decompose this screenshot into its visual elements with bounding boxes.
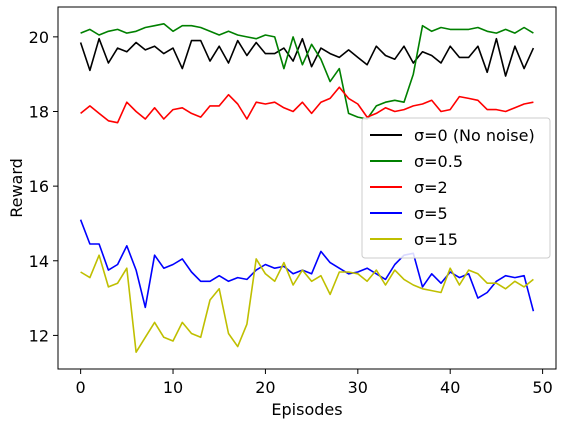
y-tick-label: 18 [29, 102, 49, 121]
x-tick-label: 0 [76, 378, 86, 397]
legend-label: σ=0.5 [414, 152, 463, 171]
legend-box [361, 117, 551, 259]
series-layer [79, 22, 535, 354]
y-tick-label: 20 [29, 28, 49, 47]
y-tick-label: 14 [29, 252, 49, 271]
x-tick-label: 40 [440, 378, 460, 397]
x-axis-ticks: 0 10 20 30 40 50 [76, 369, 553, 397]
series-line-3 [79, 219, 535, 312]
x-axis-label: Episodes [271, 400, 342, 419]
y-axis-ticks: 12 14 16 18 20 [29, 28, 58, 345]
x-tick-label: 20 [255, 378, 275, 397]
y-tick-label: 16 [29, 177, 49, 196]
axes-frame [57, 6, 557, 370]
series-line-4 [80, 254, 534, 354]
legend-label: σ=0 (No noise) [414, 126, 535, 145]
series-line-2 [80, 86, 534, 124]
series-line-0 [79, 37, 535, 77]
legend: σ=0 (No noise) σ=0.5 σ=2 σ=5 σ=15 [361, 117, 551, 259]
series-line-1 [80, 22, 534, 120]
x-tick-label: 10 [163, 378, 183, 397]
x-tick-label: 50 [532, 378, 552, 397]
legend-label: σ=15 [414, 230, 458, 249]
y-axis-label: Reward [7, 158, 26, 218]
x-tick-label: 30 [348, 378, 368, 397]
legend-label: σ=2 [414, 178, 448, 197]
y-tick-label: 12 [29, 326, 49, 345]
legend-label: σ=5 [414, 204, 448, 223]
